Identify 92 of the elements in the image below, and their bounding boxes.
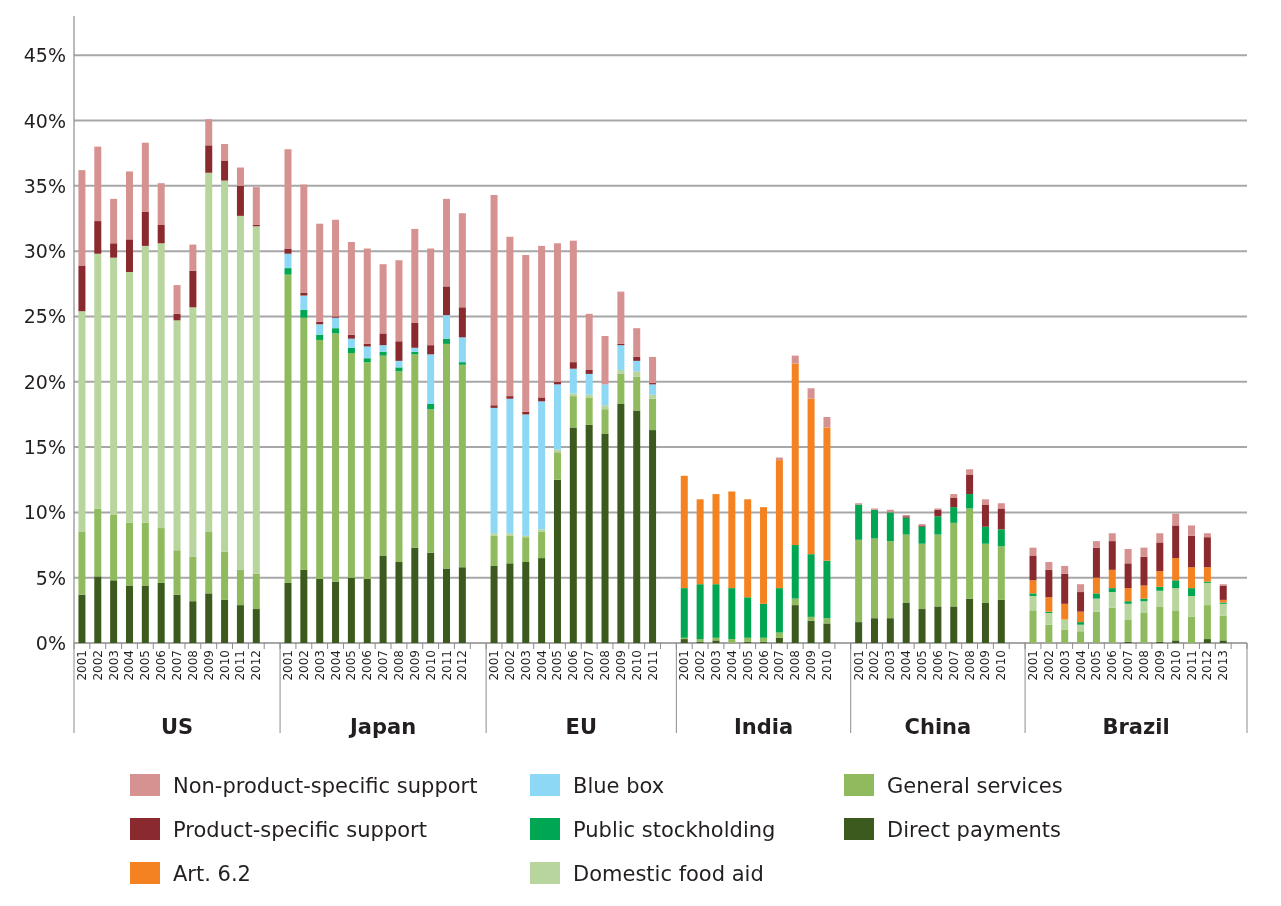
x-tick-label: 2006: [1105, 650, 1120, 681]
x-tick-label: 2009: [201, 650, 216, 681]
x-tick-label: 2007: [772, 650, 787, 681]
legend-label: Art. 6.2: [173, 862, 251, 886]
x-tick-label: 2009: [1152, 650, 1167, 681]
x-tick-label: 2006: [756, 650, 771, 681]
x-tick-label: 2010: [217, 650, 232, 681]
x-tick-label: 2003: [312, 650, 327, 681]
x-tick-label: 2004: [328, 650, 343, 681]
x-tick-label: 2003: [106, 650, 121, 681]
x-tick-label: 2006: [930, 650, 945, 681]
x-tick-label: 2009: [804, 650, 819, 681]
x-tick-label: 2005: [344, 650, 359, 681]
y-tick-label: 10%: [23, 501, 66, 524]
x-tick-label: 2007: [170, 650, 185, 681]
legend-label: Non-product-specific support: [173, 774, 478, 798]
x-tick-label: 2001: [677, 650, 692, 681]
x-tick-label: 2006: [154, 650, 169, 681]
x-tick-label: 2009: [978, 650, 993, 681]
x-tick-label: 2002: [502, 650, 517, 681]
x-tick-label: 2008: [598, 650, 613, 681]
x-tick-label: 2009: [613, 650, 628, 681]
x-tick-label: 2002: [1041, 650, 1056, 681]
text: China: [904, 715, 972, 739]
legend-label: Direct payments: [887, 818, 1062, 842]
x-tick-label: 2012: [455, 650, 470, 681]
x-tick-label: 2010: [1168, 650, 1183, 681]
x-tick-label: 2008: [788, 650, 803, 681]
y-tick-label: 5%: [35, 566, 66, 589]
x-tick-label: 2001: [1026, 650, 1041, 681]
x-tick-label: 2010: [423, 650, 438, 681]
x-tick-label: 2002: [90, 650, 105, 681]
text: US: [160, 715, 194, 739]
x-tick-label: 2003: [518, 650, 533, 681]
x-tick-label: 2001: [487, 650, 502, 681]
x-tick-label: 2007: [376, 650, 391, 681]
x-tick-label: 2012: [1200, 650, 1215, 681]
x-tick-label: 2002: [867, 650, 882, 681]
x-tick-label: 2005: [550, 650, 565, 681]
x-tick-label: 2011: [233, 650, 248, 681]
x-tick-label: 2006: [566, 650, 581, 681]
x-tick-label: 2008: [1136, 650, 1151, 681]
x-tick-label: 2011: [1184, 650, 1199, 681]
text: India: [733, 715, 794, 739]
x-tick-label: 2011: [645, 650, 660, 681]
x-tick-label: 2013: [1216, 650, 1231, 681]
x-tick-label: 2006: [360, 650, 375, 681]
y-tick-label: 20%: [23, 370, 66, 393]
text: Brazil: [1102, 715, 1170, 739]
x-tick-label: 2004: [534, 650, 549, 681]
y-tick-label: 45%: [23, 44, 66, 67]
y-tick-label: 30%: [23, 240, 66, 263]
y-tick-label: 40%: [23, 109, 66, 132]
x-tick-label: 2012: [249, 650, 264, 681]
x-tick-label: 2008: [185, 650, 200, 681]
x-tick-label: 2001: [280, 650, 295, 681]
y-tick-label: 0%: [35, 632, 66, 654]
legend-label: General services: [887, 774, 1063, 798]
x-tick-label: 2005: [138, 650, 153, 681]
x-tick-label: 2003: [1057, 650, 1072, 681]
y-tick-label: 15%: [23, 436, 66, 459]
legend-label: Domestic food aid: [573, 862, 764, 886]
x-tick-label: 2003: [708, 650, 723, 681]
x-tick-label: 2007: [582, 650, 597, 681]
x-tick-label: 2004: [724, 650, 739, 681]
text: EU: [565, 715, 597, 739]
x-tick-label: 2002: [693, 650, 708, 681]
x-tick-label: 2004: [1073, 650, 1088, 681]
x-tick-label: 2008: [391, 650, 406, 681]
x-tick-label: 2005: [1089, 650, 1104, 681]
x-tick-label: 2005: [740, 650, 755, 681]
x-tick-label: 2004: [899, 650, 914, 681]
legend-label: Blue box: [573, 774, 665, 798]
x-tick-label: 2010: [819, 650, 834, 681]
x-tick-label: 2002: [296, 650, 311, 681]
x-tick-label: 2009: [407, 650, 422, 681]
x-tick-label: 2007: [946, 650, 961, 681]
x-tick-label: 2008: [962, 650, 977, 681]
y-tick-label: 25%: [23, 305, 66, 328]
x-tick-label: 2007: [1121, 650, 1136, 681]
x-tick-label: 2001: [851, 650, 866, 681]
x-tick-label: 2003: [883, 650, 898, 681]
x-tick-label: 2011: [439, 650, 454, 681]
text: Japan: [348, 715, 417, 739]
x-tick-label: 2010: [994, 650, 1009, 681]
x-tick-label: 2004: [122, 650, 137, 681]
x-tick-label: 2005: [915, 650, 930, 681]
x-tick-label: 2010: [629, 650, 644, 681]
x-tick-label: 2001: [74, 650, 89, 681]
legend-label: Public stockholding: [573, 818, 776, 842]
y-tick-label: 35%: [23, 174, 66, 197]
legend-label: Product-specific support: [173, 818, 427, 842]
